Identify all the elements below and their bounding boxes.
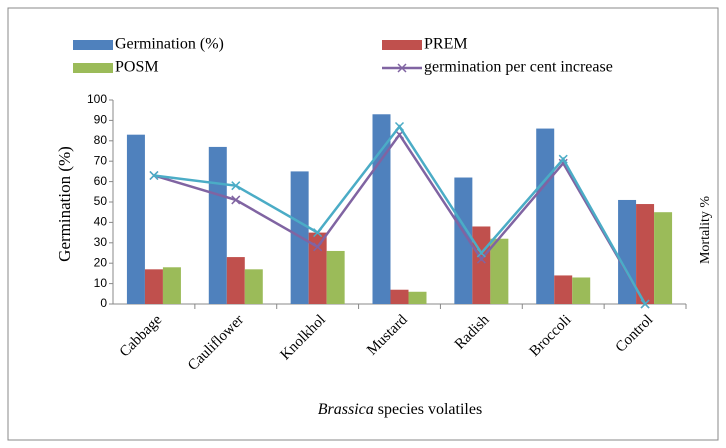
legend-label: germination per cent increase: [424, 59, 613, 76]
line-marker: [558, 154, 568, 164]
bar: [408, 291, 427, 304]
line-marker: [640, 299, 650, 309]
x-axis-label: Brassica species volatiles: [318, 401, 482, 418]
bar: [308, 232, 327, 304]
bar: [636, 204, 655, 304]
bar: [490, 238, 509, 304]
y-tick-label: 30: [94, 235, 108, 249]
y-tick-label: 60: [94, 174, 108, 188]
legend-swatch: [73, 63, 113, 73]
bar: [126, 134, 145, 304]
bar: [208, 146, 227, 304]
legend-label: Germination (%): [115, 36, 224, 53]
bar: [372, 114, 391, 304]
bar: [390, 289, 409, 304]
x-axis-label-rest: species volatiles: [378, 401, 482, 418]
legend-label: POSM: [115, 59, 159, 76]
y-tick-label: 90: [94, 113, 108, 127]
y-tick-label: 10: [94, 276, 108, 290]
line-marker: [394, 121, 405, 132]
bar: [226, 257, 245, 304]
bar: [144, 269, 163, 304]
bar: [472, 226, 491, 304]
y-tick-label: 20: [94, 255, 108, 269]
y-tick-label: 80: [94, 133, 108, 147]
bar: [618, 199, 637, 304]
legend-label: PREM: [424, 36, 468, 53]
line-marker: [231, 195, 241, 205]
legend-marker: [397, 63, 407, 73]
line-marker: [231, 181, 241, 191]
bar: [654, 212, 673, 304]
y-tick-label: 40: [94, 215, 108, 229]
bar: [244, 269, 263, 304]
x-axis-label-italic: Brassica: [318, 401, 374, 418]
bar: [162, 267, 181, 304]
bar: [554, 275, 573, 304]
y2-axis-label: Mortality %: [698, 196, 713, 264]
legend-swatch: [73, 40, 113, 50]
line-marker: [149, 170, 159, 181]
y-tick-label: 70: [94, 153, 108, 167]
bar: [536, 128, 555, 304]
y-tick-label: 100: [87, 92, 107, 106]
line-marker: [313, 228, 323, 238]
y-tick-label: 50: [94, 194, 108, 208]
legend-swatch: [382, 40, 422, 50]
y-tick-label: 0: [100, 296, 107, 310]
bar: [572, 277, 591, 304]
bar: [454, 177, 473, 304]
y-axis-label: Germination (%): [55, 146, 74, 262]
line-marker: [476, 248, 486, 258]
bar: [326, 250, 345, 304]
line-marker: [313, 242, 323, 252]
